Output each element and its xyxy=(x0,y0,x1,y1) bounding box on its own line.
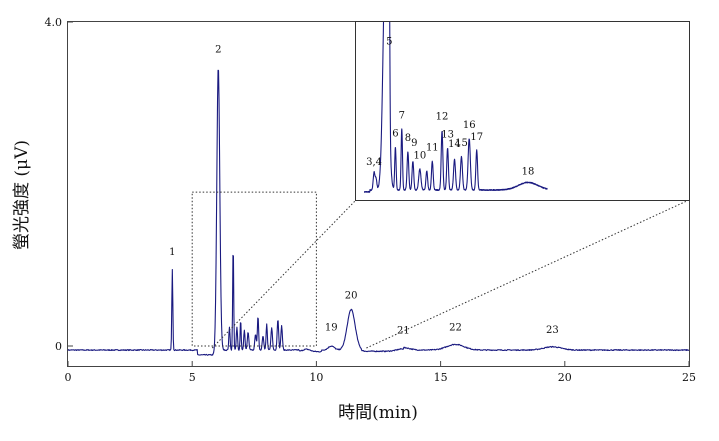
y-tick-label: 4.0 xyxy=(45,16,63,29)
x-tick-label: 25 xyxy=(682,371,696,384)
inset-peak-label: 17 xyxy=(470,132,483,143)
x-tick-label: 5 xyxy=(189,371,196,384)
zoom-connector-line xyxy=(211,199,357,349)
inset-peak-label: 3,4 xyxy=(366,157,382,168)
inset-peak-label: 12 xyxy=(436,111,449,122)
x-tick-label: 20 xyxy=(558,371,572,384)
peak-label: 23 xyxy=(546,325,559,336)
y-axis-ticks: 4.00 xyxy=(45,16,73,353)
y-axis-title: 螢光強度 (μV) xyxy=(12,140,32,250)
peak-label: 20 xyxy=(345,291,358,302)
x-axis-ticks: 0 5 10 15 20 25 xyxy=(65,361,696,384)
peak-label: 22 xyxy=(449,322,462,333)
peak-label: 19 xyxy=(325,322,338,333)
peak-label: 2 xyxy=(215,45,221,56)
main-series-line xyxy=(67,69,690,356)
x-tick-label: 10 xyxy=(309,371,323,384)
inset-peak-label: 16 xyxy=(463,120,476,131)
inset-peak-label: 13 xyxy=(441,129,454,140)
inset-peak-label: 18 xyxy=(522,166,535,177)
peak-label: 21 xyxy=(397,326,410,337)
peak-label: 1 xyxy=(169,247,175,258)
inset-peak-label: 8 xyxy=(405,133,411,144)
inset-peak-label: 5 xyxy=(386,36,392,47)
inset-peak-label: 11 xyxy=(426,143,439,154)
inset-peak-label: 7 xyxy=(399,110,405,121)
inset-frame xyxy=(355,21,690,201)
inset-peak-label: 14 xyxy=(448,139,461,150)
y-tick-label: 0 xyxy=(55,340,62,353)
x-tick-label: 0 xyxy=(65,371,72,384)
inset-peak-label: 9 xyxy=(411,138,417,149)
inset-series-line xyxy=(363,22,548,193)
inset-peak-label: 15 xyxy=(455,138,468,149)
inset-peak-label: 6 xyxy=(392,128,398,139)
zoom-connector-line xyxy=(366,199,690,349)
zoom-region-box xyxy=(191,191,317,347)
x-tick-label: 15 xyxy=(434,371,448,384)
x-axis-title: 時間(min) xyxy=(338,403,418,423)
inset-peak-label: 10 xyxy=(413,150,426,161)
